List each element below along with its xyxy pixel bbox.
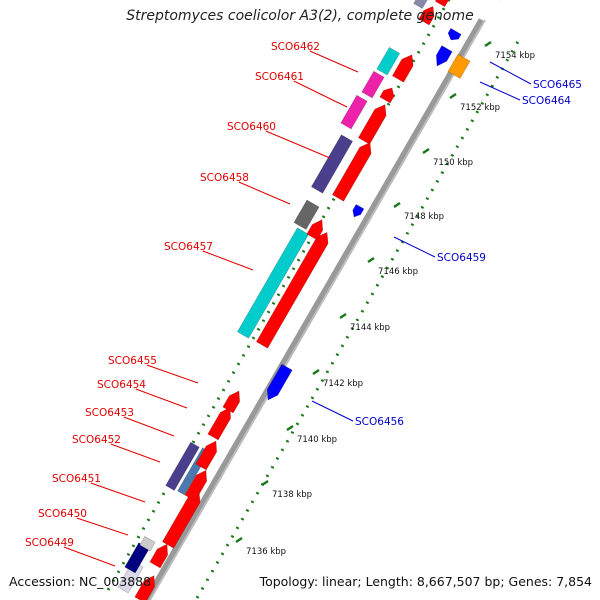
gene-label-right: SCO6456	[355, 416, 404, 428]
leader-line-left	[63, 546, 116, 567]
leader-line-left	[309, 50, 359, 73]
gene-box-sco6458	[293, 199, 320, 230]
kbp-tick-label: 7140 kbp	[297, 435, 337, 445]
leader-line-left	[135, 388, 188, 409]
leader-line-right	[479, 81, 521, 101]
kbp-tick-label: 7148 kbp	[404, 212, 444, 222]
gene-arrow-sco6461	[357, 104, 387, 145]
backbone-highlight	[148, 19, 486, 600]
gene-label-left: SCO6452	[72, 434, 121, 446]
kbp-tick-label: 7150 kbp	[433, 158, 473, 168]
kbp-tick-label: 7152 kbp	[460, 103, 500, 113]
gene-label-left: SCO6461	[255, 71, 304, 83]
gene-arrow-sco6454	[222, 390, 241, 414]
gene-label-left: SCO6454	[97, 379, 146, 391]
gene-box-sco6460	[310, 134, 354, 194]
kbp-tick-mark	[484, 40, 492, 48]
leader-line-left	[202, 250, 254, 271]
leader-line-left	[146, 364, 199, 384]
kbp-tick-label: 7142 kbp	[323, 379, 363, 389]
kbp-tick-label: 7136 kbp	[246, 547, 286, 557]
leader-line-left	[90, 482, 146, 503]
kbp-tick-mark	[367, 256, 375, 264]
gene-arrow-top-2	[434, 0, 449, 8]
leader-line-left	[293, 80, 348, 108]
leader-line-left	[238, 181, 291, 205]
gene-box-sco6464	[447, 53, 471, 79]
gene-arrow-sco6465b	[447, 27, 462, 41]
gene-box-top	[413, 0, 428, 9]
kbp-tick-mark	[339, 312, 347, 320]
kbp-tick-mark	[312, 368, 320, 376]
gene-arrow-sco6460	[331, 142, 372, 202]
gene-box-sco6449-grey	[139, 535, 156, 552]
gene-label-left: SCO6457	[164, 241, 213, 253]
gene-arrow-sco6451	[184, 469, 208, 502]
topology-text: Topology: linear; Length: 8,667,507 bp; …	[259, 574, 592, 589]
leader-line-left	[76, 517, 129, 536]
leader-line-right	[489, 61, 532, 85]
gene-arrow-sco6459	[352, 203, 365, 218]
gene-label-left: SCO6453	[85, 407, 134, 419]
gene-arrow-sco6458	[306, 219, 324, 241]
gene-arrow-sco6452	[195, 440, 218, 471]
kbp-tick-mark	[235, 536, 243, 544]
genome-title: Streptomyces coelicolor A3(2), complete …	[126, 8, 474, 24]
kbp-tick-label: 7154 kbp	[495, 51, 535, 61]
gene-box-sco6461b	[361, 70, 385, 99]
gene-label-right: SCO6465	[533, 79, 582, 91]
kbp-tick-mark	[422, 147, 430, 155]
gene-arrow-sco6449b	[149, 543, 169, 569]
kbp-tick-mark	[261, 479, 269, 487]
gene-box-sco6462	[376, 46, 401, 76]
kbp-tick-label: 7138 kbp	[272, 490, 312, 500]
gene-label-right: SCO6464	[522, 95, 571, 107]
gene-box-sco6452	[165, 441, 200, 491]
gene-label-right: SCO6459	[437, 252, 486, 264]
kbp-tick-mark	[286, 424, 294, 432]
gene-arrow-top-1	[418, 5, 435, 26]
gene-label-left: SCO6450	[38, 508, 87, 520]
gene-arrow-sco6462	[391, 54, 414, 83]
gene-label-left: SCO6460	[227, 121, 276, 133]
leader-line-left	[110, 443, 161, 463]
gene-label-left: SCO6458	[200, 172, 249, 184]
gene-arrow-sco6453	[207, 407, 232, 441]
gene-label-left: SCO6455	[108, 355, 157, 367]
kbp-tick-label: 7146 kbp	[378, 267, 418, 277]
tick-line-left	[106, 0, 451, 591]
gene-arrow-sco6465	[435, 45, 453, 67]
leader-line-right	[311, 400, 354, 422]
accession-text: Accession: NC_003888	[9, 574, 152, 589]
kbp-tick-mark	[393, 201, 401, 209]
leader-line-left	[265, 130, 331, 159]
gene-arrow-sco6457	[255, 231, 329, 349]
gene-arrow-sco6461b	[379, 87, 395, 104]
kbp-tick-mark	[449, 92, 457, 100]
gene-arrow-sco6450	[161, 490, 201, 549]
gene-arrow-sco6456	[266, 363, 293, 401]
gene-label-left: SCO6449	[25, 537, 74, 549]
gene-label-left: SCO6451	[52, 473, 101, 485]
backbone-line	[142, 18, 486, 600]
gene-arrow-sco6449	[134, 575, 156, 600]
gene-label-left: SCO6462	[271, 41, 320, 53]
kbp-tick-label: 7144 kbp	[350, 323, 390, 333]
gene-box-sco6461	[340, 94, 368, 130]
leader-line-right	[393, 236, 436, 258]
leader-line-left	[123, 416, 175, 437]
